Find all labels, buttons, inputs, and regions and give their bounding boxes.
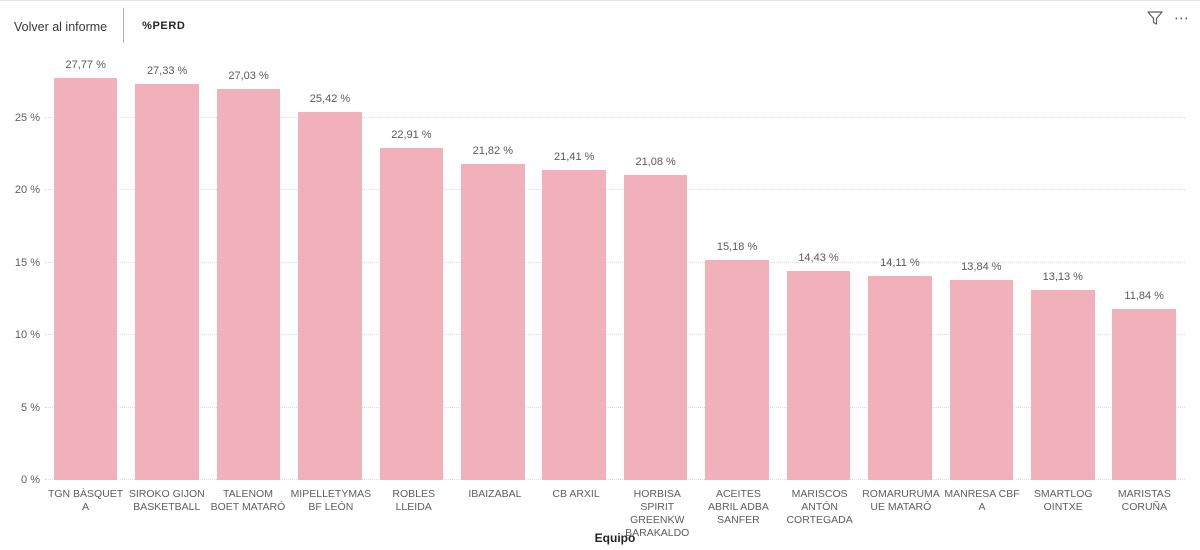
bar-slot: 27,33 %	[126, 60, 207, 480]
x-axis: TGN BÀSQUET A SIROKO GIJON BASKETBALL TALE…	[45, 488, 1185, 540]
bar-slot: 21,82 %	[452, 60, 533, 480]
bar-value-label: 21,82 %	[472, 145, 513, 157]
bar-value-label: 13,84 %	[961, 260, 1002, 273]
x-axis-category-label: MARISTAS CORUÑA	[1117, 488, 1171, 513]
y-axis-tick-label: 25 %	[14, 111, 40, 124]
bar-value-label: 27,33 %	[146, 65, 188, 78]
more-options-icon[interactable]: ⋯	[1174, 10, 1190, 27]
y-axis-tick-label: 20 %	[14, 184, 40, 197]
bar-slot: 25,42 %	[289, 60, 370, 480]
bar[interactable]	[379, 148, 444, 480]
bar-slot: 13,13 %	[1022, 60, 1103, 480]
bar-slot: 13,84 %	[941, 60, 1022, 480]
bar-slot: 22,91 %	[371, 60, 452, 480]
bar-value-label: 14,43 %	[798, 252, 839, 265]
x-axis-category-label: SMARTLOG OINTXE	[1033, 488, 1093, 513]
bars-container: 27,77 % 27,33 % 27,03 % 25,42 % 22,91 % 21,82…	[45, 58, 1185, 480]
bar[interactable]	[135, 84, 199, 480]
header-divider	[123, 7, 125, 43]
bar-value-label: 15,18 %	[716, 241, 758, 254]
bar[interactable]	[461, 164, 525, 480]
visual-title: %PERD	[142, 20, 186, 32]
bar-slot: 27,03 %	[208, 60, 289, 480]
y-axis-tick-label: 15 %	[14, 256, 40, 269]
bar-slot: 14,11 %	[859, 60, 940, 480]
gridline	[45, 406, 1185, 408]
x-axis-category-label: IBAIZABAL	[468, 488, 522, 500]
x-axis-category-label: TALENOM BOET MATARÓ	[210, 488, 286, 513]
x-axis-category-label: TGN BÀSQUET A	[47, 488, 124, 513]
bar-value-label: 22,91 %	[391, 129, 432, 142]
gridline	[45, 261, 1185, 263]
bar[interactable]	[868, 275, 932, 480]
x-axis-category-label: HORBISA SPIRIT GREENKW BARAKALDO	[625, 488, 690, 539]
gridline	[45, 479, 1185, 480]
bar[interactable]	[1031, 289, 1095, 480]
gridline	[45, 334, 1185, 336]
back-to-report-button[interactable]: Volver al informe	[14, 20, 108, 34]
bar-slot: 27,77 %	[45, 58, 126, 480]
y-axis-tick-label: 0 %	[21, 474, 40, 486]
header-icons: ⋯	[1146, 8, 1190, 28]
bar[interactable]	[1112, 308, 1176, 480]
bar-slot: 15,18 %	[696, 60, 777, 480]
x-axis-category-label: SIROKO GIJON BASKETBALL	[128, 488, 205, 513]
bar[interactable]	[542, 169, 606, 480]
bar-slot: 21,41 %	[534, 60, 615, 480]
bar[interactable]	[705, 260, 769, 480]
x-axis-title: Equipo	[594, 531, 636, 545]
bar-value-label: 14,11 %	[880, 256, 920, 269]
bar[interactable]	[216, 88, 281, 480]
x-axis-category-label: ROMARURUMA UE MATARÓ	[862, 488, 940, 513]
focus-mode-header: Volver al informe %PERD ⋯	[0, 1, 1200, 53]
x-axis-category-label: MANRESA CBF A	[944, 488, 1020, 513]
filter-icon[interactable]	[1146, 9, 1164, 27]
x-axis-category-label: ACEITES ABRIL ADBA SANFER	[707, 488, 769, 526]
bar-value-label: 11,84 %	[1124, 289, 1164, 302]
bar-value-label: 27,03 %	[228, 69, 269, 82]
bar-slot: 11,84 %	[1103, 60, 1184, 480]
gridline	[45, 189, 1185, 191]
x-axis-category-label: MARISCOS ANTÓN CORTEGADA	[786, 488, 853, 526]
bar-slot: 21,08 %	[615, 60, 696, 480]
x-axis-category-label: ROBLES LLEIDA	[392, 488, 435, 513]
bar-value-label: 21,41 %	[554, 150, 595, 163]
bar-slot: 14,43 %	[778, 60, 859, 480]
y-axis-tick-label: 5 %	[21, 401, 40, 414]
x-axis-category-label: CB ARXIL	[552, 488, 600, 500]
bar[interactable]	[786, 271, 851, 480]
y-axis-tick-label: 10 %	[14, 329, 40, 342]
y-axis: 0 % 5 % 10 % 15 % 20 % 25 %	[0, 60, 40, 486]
bar[interactable]	[53, 77, 118, 480]
plot-area: 27,77 % 27,33 % 27,03 % 25,42 % 22,91 % 21,82…	[45, 58, 1185, 480]
bar[interactable]	[298, 111, 362, 480]
x-axis-category-label: MIPELLETYMAS BF LEÓN	[290, 488, 372, 513]
bar-value-label: 27,77 %	[65, 58, 106, 71]
bar-value-label: 13,13 %	[1042, 270, 1083, 283]
bar-value-label: 25,42 %	[309, 92, 351, 105]
bar-value-label: 21,08 %	[635, 155, 676, 168]
bar[interactable]	[949, 279, 1014, 480]
gridline	[45, 116, 1185, 118]
bar[interactable]	[623, 174, 688, 480]
